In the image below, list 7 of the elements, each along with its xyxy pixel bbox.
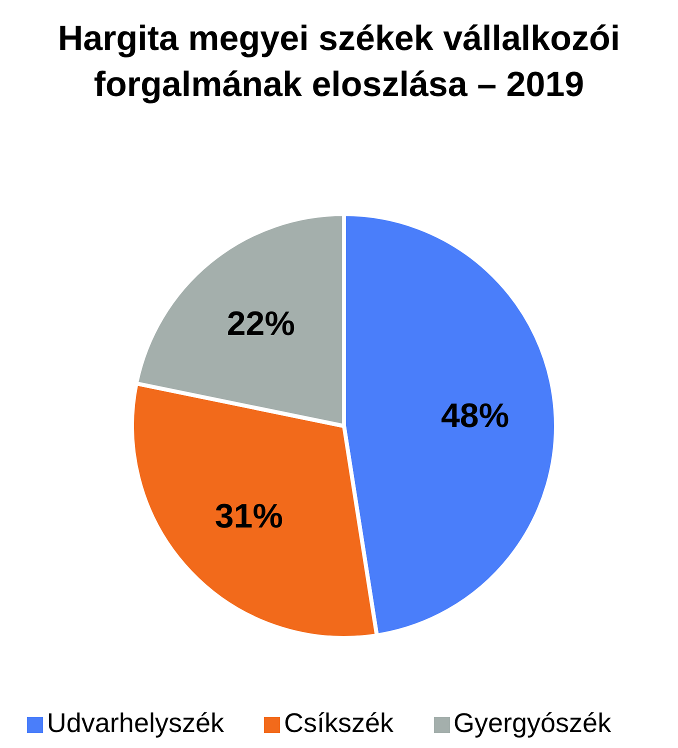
legend-label: Gyergyószék	[454, 708, 612, 738]
legend-label: Csíkszék	[284, 708, 394, 738]
data-label: 48%	[441, 396, 510, 435]
data-label: 22%	[226, 305, 295, 344]
data-label: 31%	[214, 498, 283, 536]
legend-label: Udvarhelyszék	[46, 708, 224, 738]
chart-title: Hargita megyei székek vállalkozói forgalmának eloszlása – 2019	[56, 18, 622, 106]
